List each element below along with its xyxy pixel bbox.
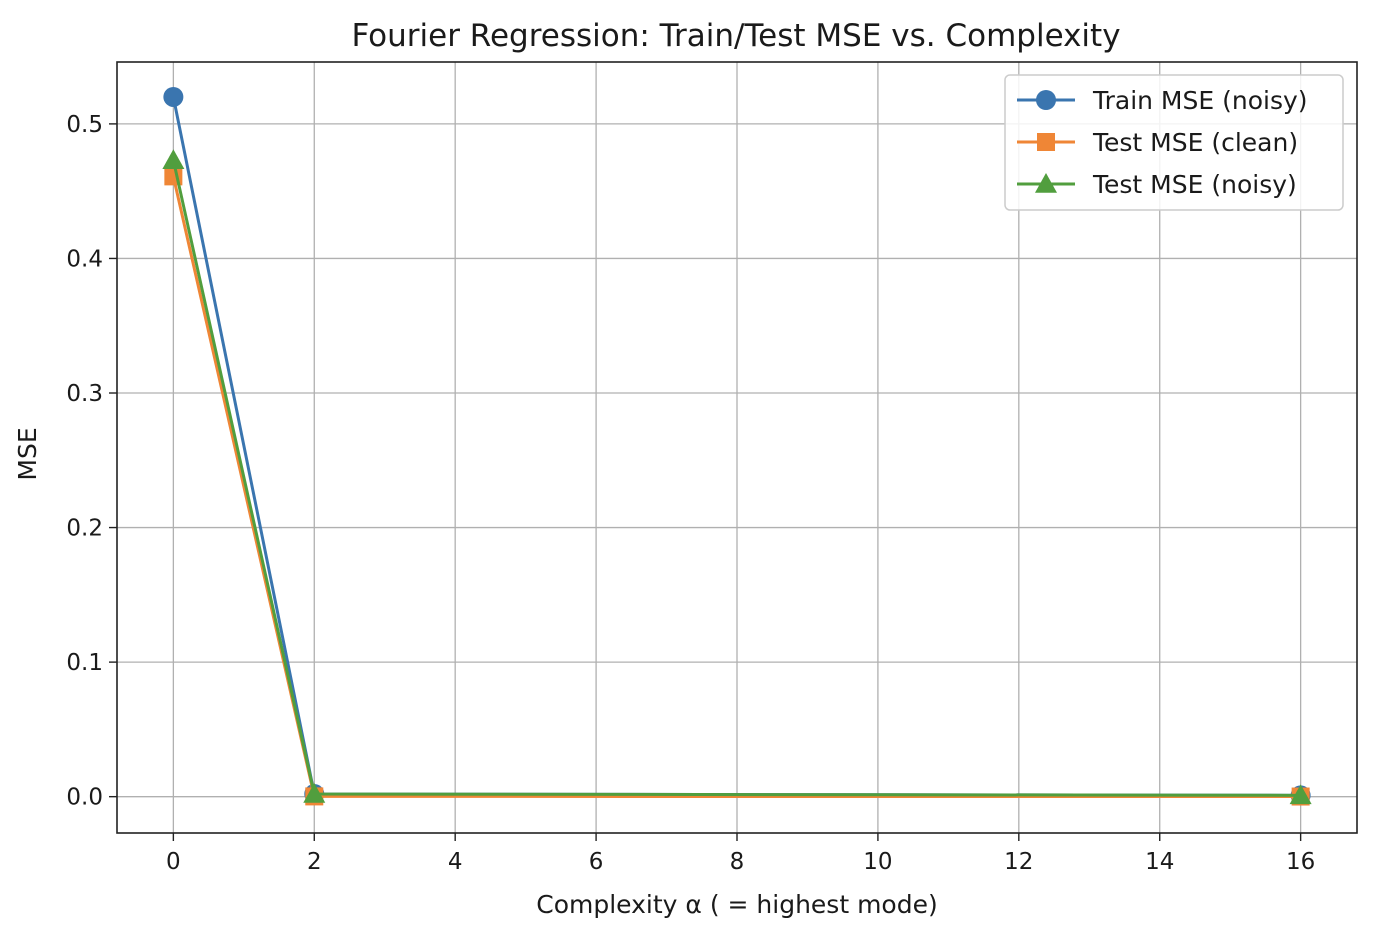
y-tick-label: 0.5 xyxy=(66,112,103,138)
chart-title: Fourier Regression: Train/Test MSE vs. C… xyxy=(351,18,1120,54)
x-tick-label: 0 xyxy=(166,849,181,875)
legend-label: Test MSE (clean) xyxy=(1092,128,1298,157)
legend-marker xyxy=(1035,173,1057,193)
legend: Train MSE (noisy) Test MSE (clean) Test MS… xyxy=(1004,74,1344,211)
x-tick-label: 6 xyxy=(589,849,604,875)
y-tick-label: 0.4 xyxy=(66,246,103,272)
y-tick-label: 0.3 xyxy=(66,381,103,407)
plot-lines xyxy=(162,86,1312,806)
y-tick-label: 0.2 xyxy=(66,516,103,542)
data-point-marker xyxy=(1289,784,1312,805)
x-tick-label: 8 xyxy=(730,849,745,875)
x-tick-label: 16 xyxy=(1286,849,1315,875)
data-point-marker xyxy=(163,86,184,107)
legend-entry: Test MSE (noisy) xyxy=(1017,170,1297,199)
legend-marker xyxy=(1036,90,1056,110)
x-tick-label: 14 xyxy=(1145,849,1174,875)
x-tick-label: 2 xyxy=(307,849,322,875)
grid xyxy=(117,62,1357,833)
x-tick-label: 4 xyxy=(448,849,463,875)
legend-label: Test MSE (noisy) xyxy=(1092,170,1297,199)
legend-box xyxy=(1004,74,1344,211)
x-axis-label: Complexity α ( = highest mode) xyxy=(536,890,937,919)
legend-entry: Train MSE (noisy) xyxy=(1017,86,1308,115)
data-point-marker xyxy=(162,149,185,170)
legend-entry: Test MSE (clean) xyxy=(1017,128,1298,157)
x-tick-label: 10 xyxy=(863,849,892,875)
legend-marker xyxy=(1037,133,1055,151)
y-tick-label: 0.0 xyxy=(66,785,103,811)
axis-ticks: 0 2 4 6 8 10 12 14 16 0.0 0.1 0.2 0.3 0.4 0.5 xyxy=(66,112,1315,875)
legend-label: Train MSE (noisy) xyxy=(1092,86,1308,115)
y-tick-label: 0.1 xyxy=(66,650,103,676)
data-point-marker xyxy=(303,782,326,803)
series-3 xyxy=(162,149,1312,805)
y-axis-label: MSE xyxy=(13,427,42,480)
x-tick-label: 12 xyxy=(1004,849,1033,875)
